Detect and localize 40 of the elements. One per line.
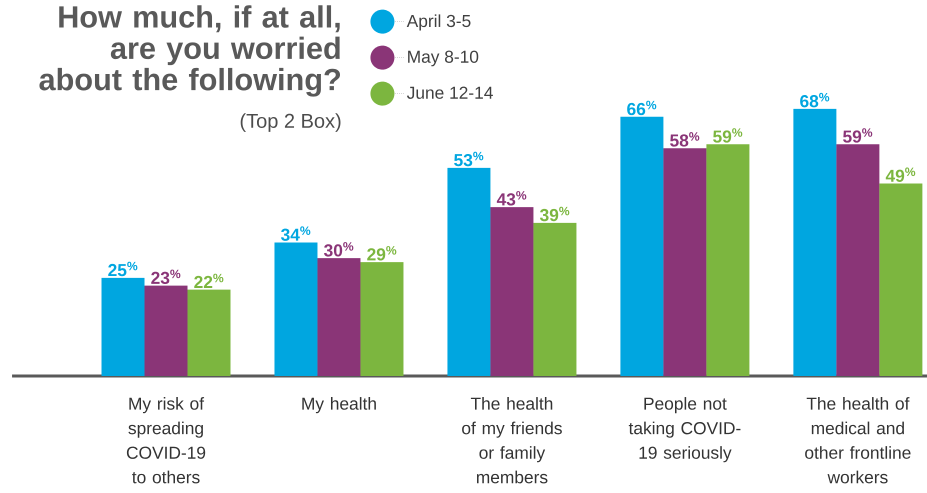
bar [360, 262, 404, 376]
data-label: 29$^{%}$ [367, 246, 396, 261]
bar [490, 207, 534, 376]
legend-label: June 12-14 [406, 86, 493, 99]
data-label: 25$^{%}$ [108, 262, 138, 276]
x-tick-label: The health of medical and other frontline workers [805, 397, 911, 484]
bar [144, 286, 188, 376]
data-label: 34$^{%}$ [281, 226, 310, 241]
legend-label: April 3-5 [406, 14, 470, 31]
chart-title: How much, if at all, are you worried about the following? [39, 5, 340, 97]
bar [317, 258, 360, 376]
bar [447, 168, 490, 376]
bar [188, 290, 231, 376]
bar [793, 108, 836, 376]
bar [274, 242, 318, 376]
data-label: 53$^{%}$ [454, 152, 484, 166]
bar [533, 222, 576, 376]
bar [879, 184, 922, 376]
bar [706, 144, 750, 376]
x-tick-label: People not taking COVID-19 seriously [628, 397, 740, 462]
data-label: 23$^{%}$ [151, 270, 180, 284]
bar [620, 116, 664, 376]
data-label: 49$^{%}$ [886, 168, 916, 182]
data-label: 66$^{%}$ [627, 100, 656, 116]
data-label: 59$^{%}$ [843, 128, 872, 143]
data-label: 39$^{%}$ [540, 206, 570, 222]
data-label: 43$^{%}$ [496, 191, 526, 206]
bar [836, 144, 880, 376]
data-label: 68$^{%}$ [800, 92, 830, 108]
legend-label: May 8-10 [408, 50, 478, 66]
bar [102, 278, 145, 376]
data-label: 58$^{%}$ [670, 132, 700, 147]
x-tick-label: My risk of spreading COVID-19 to others [126, 397, 206, 484]
data-label: 59$^{%}$ [713, 128, 742, 143]
x-tick-label: My health [302, 397, 376, 414]
chart-subtitle: (Top 2 Box) [240, 113, 340, 132]
data-label: 30$^{%}$ [324, 242, 354, 257]
x-tick-label: The health of my friends or family members [462, 397, 562, 484]
bar [663, 148, 706, 376]
data-label: 22$^{%}$ [194, 274, 224, 288]
